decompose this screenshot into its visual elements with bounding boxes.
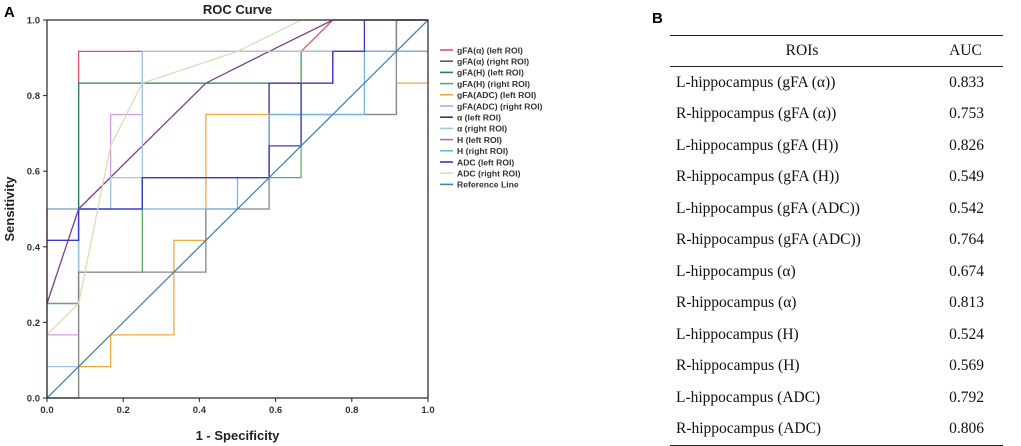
roi-cell: L-hippocampus (gFA (H)) [676, 136, 839, 154]
legend-label-2: gFA(H) (left ROI) [457, 68, 524, 78]
table-row: L-hippocampus (ADC) 0.792 [670, 382, 1003, 414]
roi-cell: L-hippocampus (α) [676, 262, 796, 280]
auc-cell: 0.674 [949, 262, 984, 280]
auc-cell: 0.792 [949, 388, 984, 406]
panel-b-label: B [652, 10, 663, 27]
y-tick-label: 0.0 [27, 394, 40, 405]
legend-label-8: H (left ROI) [457, 135, 502, 145]
panel-b: B ROIs AUC L-hippocampus (gFA (α)) 0.833 … [640, 0, 1021, 446]
roi-cell: L-hippocampus (ADC) [676, 388, 821, 406]
series-line-6 [47, 50, 428, 242]
header-rois: ROIs [670, 35, 936, 67]
auc-cell: 0.569 [949, 357, 984, 375]
legend-label-4: gFA(ADC) (left ROI) [457, 90, 536, 100]
legend-label-11: ADC (right ROI) [457, 169, 521, 179]
header-auc: AUC [935, 35, 1003, 67]
roi-cell: R-hippocampus (gFA (ADC)) [676, 231, 861, 249]
roi-cell: R-hippocampus (ADC) [670, 413, 936, 446]
table-header-row: ROIs AUC [670, 35, 1003, 67]
table-row: L-hippocampus (H) 0.524 [670, 319, 1003, 351]
auc-cell: 0.764 [949, 231, 984, 249]
y-tick-label: 1.0 [27, 16, 40, 27]
roi-cell: R-hippocampus (gFA (H)) [676, 168, 840, 186]
auc-cell: 0.806 [935, 413, 1003, 446]
series-line-1 [46, 19, 428, 304]
roi-cell: R-hippocampus (gFA (α)) [676, 105, 837, 123]
legend-label-12: Reference Line [457, 180, 519, 190]
y-axis-label: Sensitivity [2, 176, 17, 242]
table-row: R-hippocampus (α) 0.813 [670, 288, 1003, 320]
series-line-0 [46, 19, 428, 304]
x-axis-label: 1 - Specificity [196, 428, 281, 443]
auc-cell: 0.813 [949, 294, 984, 312]
panel-a-label: A [4, 4, 15, 21]
roi-cell: R-hippocampus (α) [676, 294, 797, 312]
x-tick-label: 0.0 [40, 405, 53, 416]
table-row: L-hippocampus (gFA (ADC)) 0.542 [670, 193, 1003, 225]
panel-a: A ROC Curve 0.0 0.2 0.4 0.6 0.8 1.0 0.0 0.2 0.4 0.… [2, 2, 543, 443]
legend-label-6: α (left ROI) [457, 113, 501, 123]
x-tick-label: 0.6 [269, 405, 282, 416]
auc-cell: 0.524 [949, 325, 984, 343]
y-tick-label: 0.8 [27, 91, 40, 102]
auc-cell: 0.833 [949, 73, 984, 91]
table-row: L-hippocampus (α) 0.674 [670, 256, 1003, 288]
table-row: R-hippocampus (ADC) 0.806 [670, 413, 1003, 446]
table-row: L-hippocampus (gFA (α)) 0.833 [670, 67, 1003, 99]
roi-cell: L-hippocampus (gFA (α)) [676, 73, 836, 91]
series-line-2 [47, 19, 428, 305]
roi-cell: L-hippocampus (H) [676, 325, 799, 343]
table-row: R-hippocampus (gFA (H)) 0.549 [670, 162, 1003, 194]
legend-label-10: ADC (left ROI) [457, 157, 514, 167]
y-tick-label: 0.6 [27, 167, 40, 178]
series-line-12 [46, 19, 429, 399]
plot-frame [46, 19, 429, 399]
table-row: R-hippocampus (gFA (ADC)) 0.764 [670, 225, 1003, 257]
roi-cell: R-hippocampus (H) [676, 357, 800, 375]
series-line-4 [47, 82, 428, 399]
x-tick-label: 0.2 [117, 405, 130, 416]
legend-label-9: H (right ROI) [457, 146, 508, 156]
table-row: R-hippocampus (H) 0.569 [670, 351, 1003, 383]
legend-label-0: gFA(α) (left ROI) [457, 45, 523, 55]
roc-chart: ROC Curve 0.0 0.2 0.4 0.6 0.8 1.0 0.0 0.2 0.4 0.6 0… [2, 2, 543, 443]
legend-label-5: gFA(ADC) (right ROI) [457, 101, 543, 111]
series-line-10 [47, 19, 428, 242]
y-tick-label: 0.4 [27, 242, 41, 253]
x-tick-label: 0.8 [345, 405, 358, 416]
auc-cell: 0.826 [949, 136, 984, 154]
y-tick-label: 0.2 [27, 318, 40, 329]
roi-cell: L-hippocampus (gFA (ADC)) [676, 199, 860, 217]
auc-cell: 0.753 [949, 105, 984, 123]
auc-table: ROIs AUC L-hippocampus (gFA (α)) 0.833 R-… [670, 35, 1003, 446]
x-tick-label: 0.4 [193, 405, 207, 416]
legend-label-7: α (right ROI) [457, 124, 507, 134]
table-row: R-hippocampus (gFA (α)) 0.753 [670, 99, 1003, 131]
legend-label-3: gFA(H) (right ROI) [457, 79, 530, 89]
x-tick-label: 1.0 [421, 405, 434, 416]
legend-label-1: gFA(α) (right ROI) [457, 57, 529, 67]
series-line-9 [47, 50, 428, 210]
table-row: L-hippocampus (gFA (H)) 0.826 [670, 130, 1003, 162]
auc-cell: 0.542 [949, 199, 984, 217]
auc-cell: 0.549 [949, 168, 984, 186]
chart-title: ROC Curve [203, 2, 272, 17]
